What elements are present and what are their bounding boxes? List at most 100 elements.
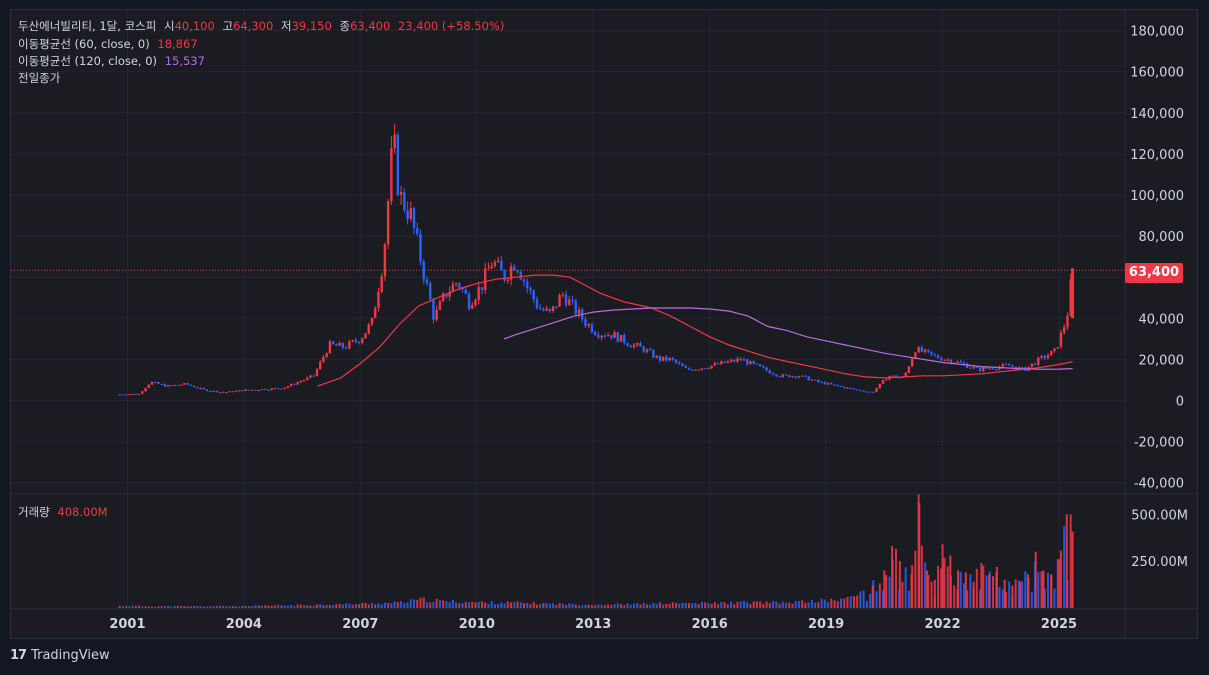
prev-close-legend[interactable]: 전일종가 [18,70,64,86]
candle-body [681,363,684,367]
candle-body [962,362,966,364]
volume-bar [655,604,658,608]
volume-bar [1021,581,1024,608]
candle-body [192,385,196,388]
close-value: 63,400 [350,19,391,33]
candle-body [160,383,163,385]
volume-bar [755,601,758,608]
chart-frame[interactable] [10,9,1198,639]
volume-bar [438,599,441,608]
volume-bar [215,606,218,608]
volume-bar [516,601,519,608]
tradingview-brand[interactable]: 17 TradingView [10,648,110,663]
candle-body [312,375,315,377]
candle-body [571,299,574,301]
candle-body [1069,279,1072,316]
candle-body [441,293,445,302]
volume-bar [458,603,461,608]
candle-body [425,279,429,284]
candle-body [538,307,542,310]
candle-body [927,349,930,352]
candle-body [758,364,762,367]
candle-body [616,332,620,342]
volume-bar-peak [995,566,998,608]
candle-body [600,335,603,338]
low-label: 저 [280,19,292,33]
volume-bar [920,545,923,608]
volume-bar [807,602,810,608]
volume-bar [940,568,943,608]
volume-bar [626,603,629,608]
volume-bar [170,606,173,608]
candle-body [293,383,296,385]
candle-body [917,347,920,353]
candle-body [228,391,231,393]
volume-bar [752,601,755,608]
candle-body [742,359,746,361]
volume-bar [649,604,652,608]
ma120-legend[interactable]: 이동평균선 (120, close, 0) 15,537 [18,53,209,69]
volume-bar-peak [910,574,913,608]
volume-bar [804,602,807,608]
volume-bar [629,604,632,608]
prev-close-label: 전일종가 [18,71,61,85]
price-tick-label: 0 [1176,395,1184,410]
candle-body [610,335,613,338]
volume-bar [603,605,606,608]
ma120-line [503,307,1073,370]
volume-bar [568,603,571,608]
volume-bar [396,602,399,608]
candle-body [137,393,141,395]
volume-bar [464,602,467,608]
candle-body [868,391,872,393]
candle-body [762,366,765,368]
candle-body [788,374,791,378]
candle-body [483,268,487,290]
volume-bar [865,600,868,608]
volume-bar [147,606,150,608]
candle-body [852,388,856,390]
candle-body [619,334,623,342]
candle-body [636,343,639,345]
candle-body [671,357,675,360]
candle-body [781,374,784,378]
volume-bar [222,605,225,608]
candle-body [189,384,193,386]
volume-bar [587,604,590,608]
volume-bar [134,605,137,608]
volume-bar [471,601,474,608]
volume-bar [241,605,244,608]
volume-bar [322,605,325,608]
candle-body [500,260,503,271]
candle-body [700,368,704,370]
volume-bar [1037,571,1040,608]
candle-body [972,367,975,369]
candle-body [736,358,739,362]
volume-bar [791,603,794,608]
candle-body [351,340,354,342]
volume-bar [613,604,616,608]
candle-body [167,385,170,387]
candle-body [234,390,238,392]
candle-body [561,294,565,296]
volume-bar [600,604,603,608]
volume-bar [836,601,839,608]
volume-bar [594,605,597,608]
candle-body [965,363,969,368]
volume-bar [914,550,917,608]
candle-body [522,279,526,282]
candle-body [386,201,390,245]
candle-body [678,362,681,364]
volume-bar [526,602,529,608]
ma60-legend[interactable]: 이동평균선 (60, close, 0) 18,867 [18,36,202,52]
candle-body [710,365,713,369]
volume-legend[interactable]: 거래량 408.00M [18,504,112,520]
volume-bar [794,601,797,608]
volume-bar [726,604,729,608]
price-series [118,123,1075,396]
volume-bar [678,603,681,608]
candle-body [157,382,160,384]
volume-bar [231,606,234,608]
candle-body [813,379,817,381]
